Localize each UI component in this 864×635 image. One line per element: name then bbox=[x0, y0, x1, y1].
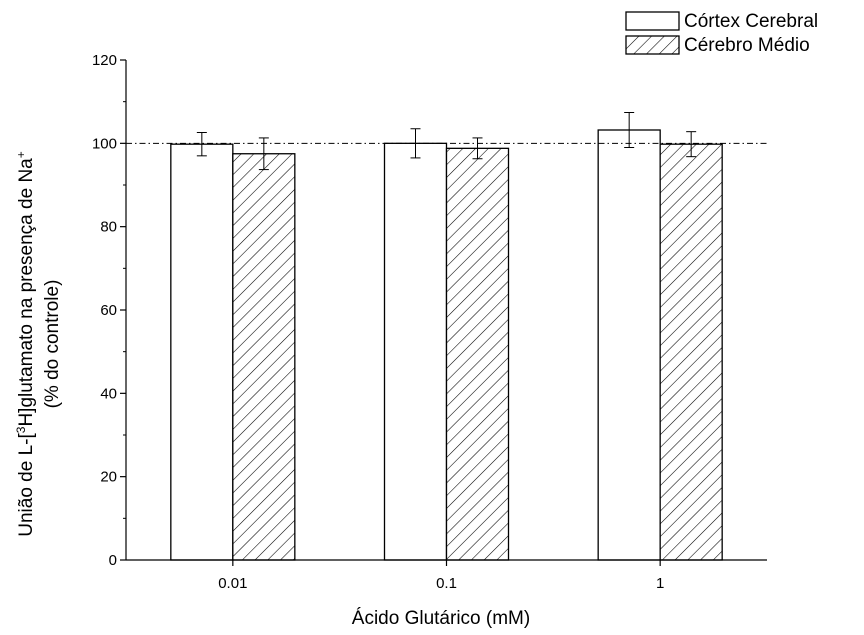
y-axis-label-sup2: + bbox=[14, 151, 28, 158]
y-axis-label-line2: (% do controle) bbox=[42, 280, 63, 409]
y-axis-label: União de L-[3H]glutamato na presença de … bbox=[14, 151, 63, 537]
error-bar-cortex-1 bbox=[624, 112, 635, 148]
error-bars-group bbox=[196, 112, 697, 171]
y-axis-label-sup1: 3 bbox=[14, 426, 28, 433]
y-tick-label-0: 0 bbox=[109, 552, 117, 569]
axes-group bbox=[120, 59, 767, 566]
bar-cerebro-0.01 bbox=[232, 153, 296, 561]
x-tick-label-1: 1 bbox=[656, 575, 664, 592]
svg-text:União de L-[3H]glutamato na pr: União de L-[3H]glutamato na presença de … bbox=[14, 151, 37, 537]
bars-group bbox=[170, 129, 723, 561]
legend-swatch-cerebro bbox=[625, 35, 680, 55]
error-bar-cerebro-1 bbox=[686, 131, 697, 158]
legend-label-cerebro: Cérebro Médio bbox=[684, 35, 810, 56]
y-tick-label-120: 120 bbox=[92, 52, 117, 69]
x-tick-label-0.01: 0.01 bbox=[218, 575, 247, 592]
x-axis-label: Ácido Glutárico (mM) bbox=[352, 608, 530, 629]
y-axis-label-part1: União de L-[ bbox=[16, 433, 37, 537]
bar-cortex-0.01 bbox=[170, 143, 234, 561]
tick-labels-group: 0 20 40 60 80 100 120 0.01 0.1 1 bbox=[92, 52, 664, 592]
y-tick-label-60: 60 bbox=[100, 302, 117, 319]
bar-cortex-1 bbox=[597, 129, 661, 561]
error-bar-cerebro-0.1 bbox=[472, 137, 483, 160]
error-bar-cortex-0.01 bbox=[196, 132, 207, 157]
legend-swatch-cortex bbox=[625, 11, 680, 31]
y-axis-label-part2: H]glutamato na presença de Na bbox=[16, 158, 37, 427]
bar-cerebro-0.1 bbox=[445, 147, 510, 561]
y-tick-label-80: 80 bbox=[100, 219, 117, 236]
legend-label-cortex: Córtex Cerebral bbox=[684, 11, 818, 32]
legend: Córtex Cerebral Cérebro Médio bbox=[625, 11, 818, 56]
bar-cortex-0.1 bbox=[383, 142, 448, 561]
bar-cerebro-1 bbox=[659, 143, 723, 561]
y-tick-label-100: 100 bbox=[92, 135, 117, 152]
x-tick-label-0.1: 0.1 bbox=[436, 575, 457, 592]
y-tick-label-40: 40 bbox=[100, 385, 117, 402]
y-tick-label-20: 20 bbox=[100, 469, 117, 486]
